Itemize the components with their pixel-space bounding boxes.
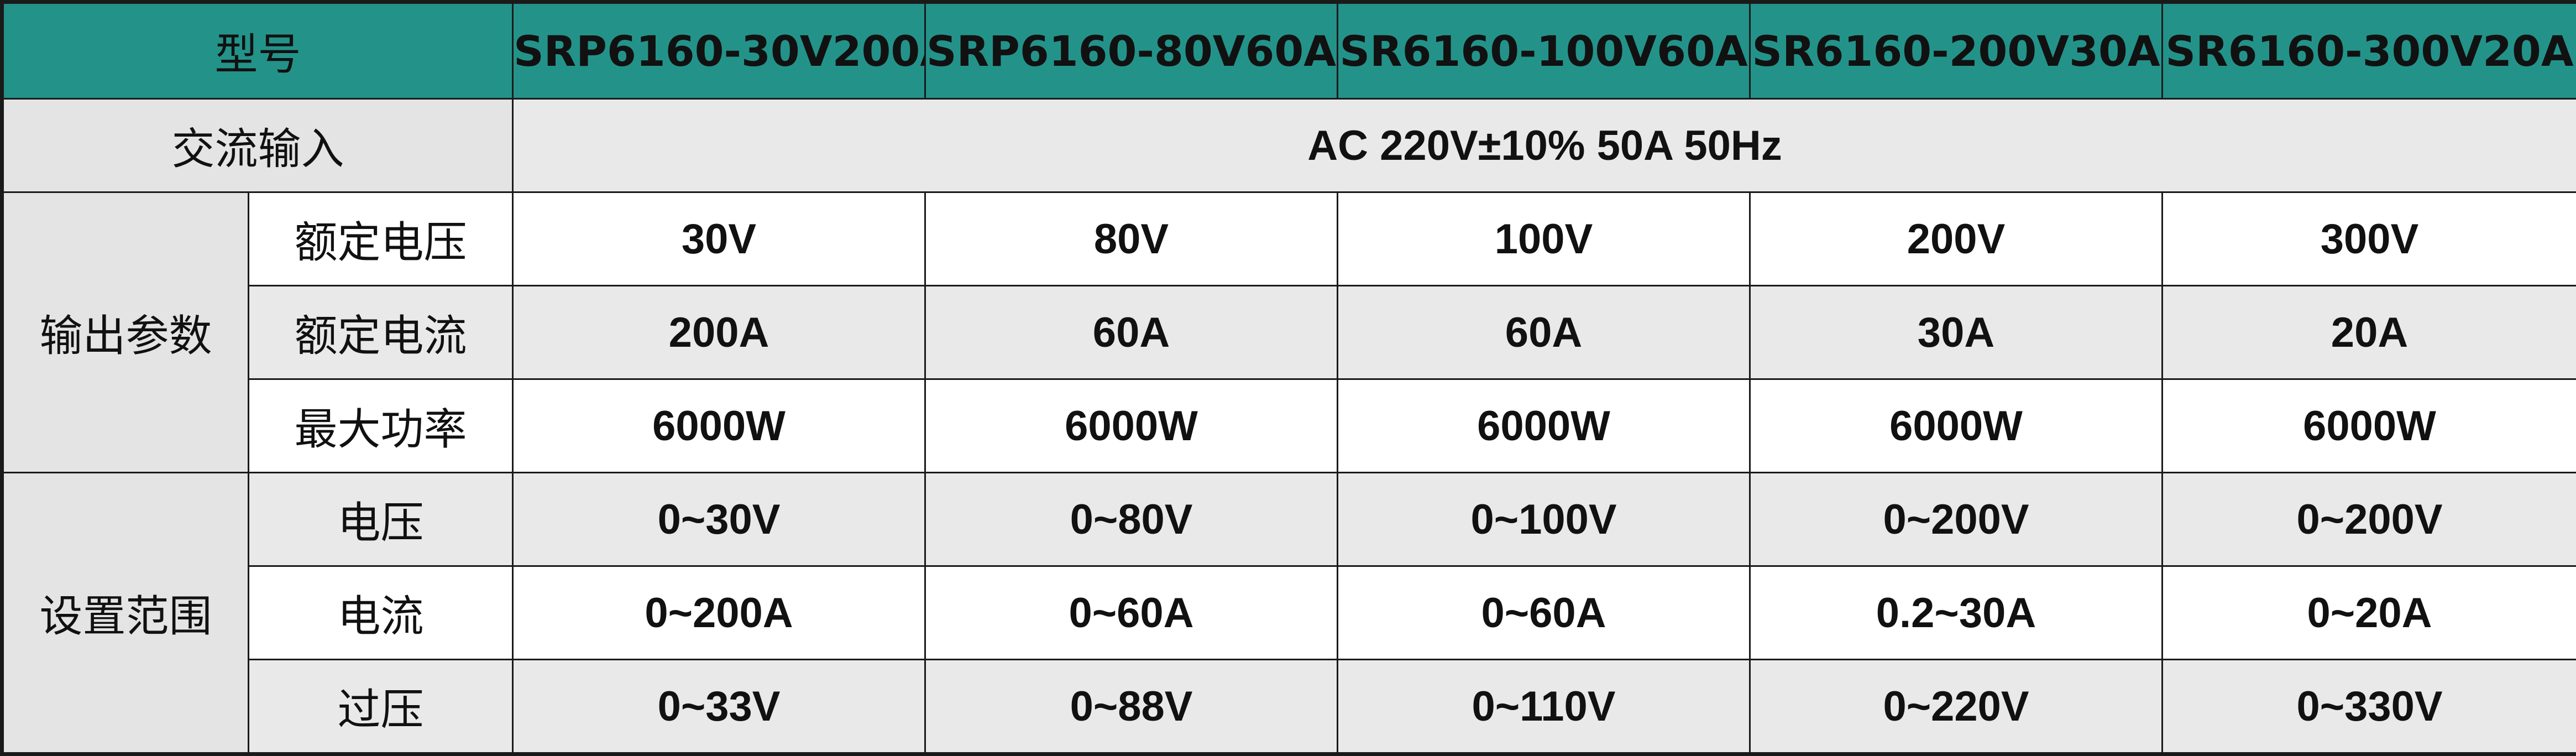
table-row: 设置范围 电压 0~30V 0~80V 0~100V 0~200V 0~200V [2,473,2576,566]
ac-input-value: AC 220V±10% 50A 50Hz [513,99,2576,192]
header-row: 型号 SRP6160-30V200A SRP6160-80V60A SR6160… [2,2,2576,99]
table-cell: 0~80V [925,473,1338,566]
table-cell: 30A [1750,286,2163,379]
model-name-3: SR6160-100V60A [1338,2,1750,99]
table-cell: 0~20A [2163,566,2576,660]
table-cell: 300V [2163,192,2576,286]
group-label-range: 设置范围 [2,473,249,754]
table-row: 输出参数 额定电压 30V 80V 100V 200V 300V [2,192,2576,286]
row-label: 最大功率 [249,379,513,473]
table-cell: 80V [925,192,1338,286]
table-cell: 20A [2163,286,2576,379]
table-cell: 0~330V [2163,660,2576,754]
row-label: 额定电压 [249,192,513,286]
table-cell: 60A [1338,286,1750,379]
group-label-output: 输出参数 [2,192,249,473]
table-cell: 0~200V [2163,473,2576,566]
table-cell: 100V [1338,192,1750,286]
table-cell: 0~30V [513,473,925,566]
row-label: 电压 [249,473,513,566]
row-label: 电流 [249,566,513,660]
table-row: 电流 0~200A 0~60A 0~60A 0.2~30A 0~20A [2,566,2576,660]
row-label: 过压 [249,660,513,754]
table-row: 额定电流 200A 60A 60A 30A 20A [2,286,2576,379]
table-cell: 0~60A [1338,566,1750,660]
table-cell: 200A [513,286,925,379]
table-cell: 6000W [1338,379,1750,473]
table-cell: 6000W [2163,379,2576,473]
table-row: 过压 0~33V 0~88V 0~110V 0~220V 0~330V [2,660,2576,754]
model-name-5: SR6160-300V20A [2163,2,2576,99]
table-cell: 0~33V [513,660,925,754]
table-cell: 0.2~30A [1750,566,2163,660]
model-name-1: SRP6160-30V200A [513,2,925,99]
table-cell: 0~110V [1338,660,1750,754]
row-label: 额定电流 [249,286,513,379]
table-cell: 0~200A [513,566,925,660]
table-cell: 0~220V [1750,660,2163,754]
table-cell: 0~200V [1750,473,2163,566]
table-row: 最大功率 6000W 6000W 6000W 6000W 6000W [2,379,2576,473]
model-header-label: 型号 [2,2,513,99]
model-name-2: SRP6160-80V60A [925,2,1338,99]
table-cell: 0~60A [925,566,1338,660]
table-cell: 6000W [925,379,1338,473]
table-cell: 200V [1750,192,2163,286]
table-cell: 6000W [513,379,925,473]
table-cell: 30V [513,192,925,286]
table-cell: 0~88V [925,660,1338,754]
table-cell: 0~100V [1338,473,1750,566]
ac-input-label: 交流输入 [2,99,513,192]
table-cell: 60A [925,286,1338,379]
ac-input-row: 交流输入 AC 220V±10% 50A 50Hz [2,99,2576,192]
table-cell: 6000W [1750,379,2163,473]
model-name-4: SR6160-200V30A [1750,2,2163,99]
